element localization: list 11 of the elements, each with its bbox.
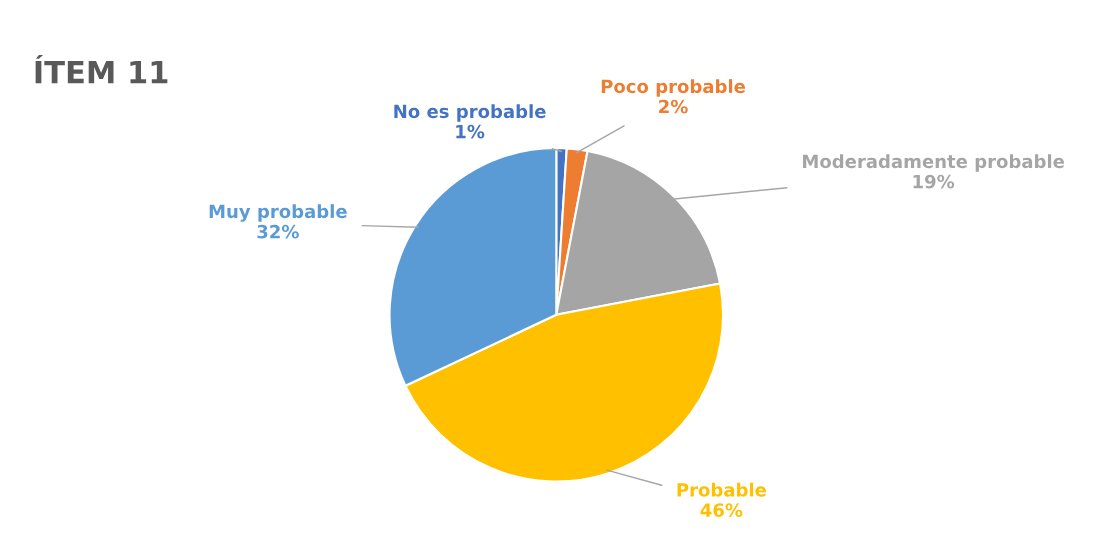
- data-label: 46%: [700, 503, 743, 517]
- chart-title: ÍTEM 11: [35, 54, 168, 84]
- slice-label: Muy probable: [209, 204, 347, 222]
- data-label: 1%: [456, 124, 485, 139]
- data-label: 19%: [913, 174, 955, 189]
- slice-label: Poco probable: [601, 79, 746, 97]
- data-label: 32%: [257, 224, 299, 239]
- slice-label: No es probable: [394, 104, 546, 122]
- data-label: 2%: [659, 99, 688, 114]
- slice-label: Probable: [677, 482, 767, 497]
- slice-label: Moderadamente probable: [803, 154, 1065, 172]
